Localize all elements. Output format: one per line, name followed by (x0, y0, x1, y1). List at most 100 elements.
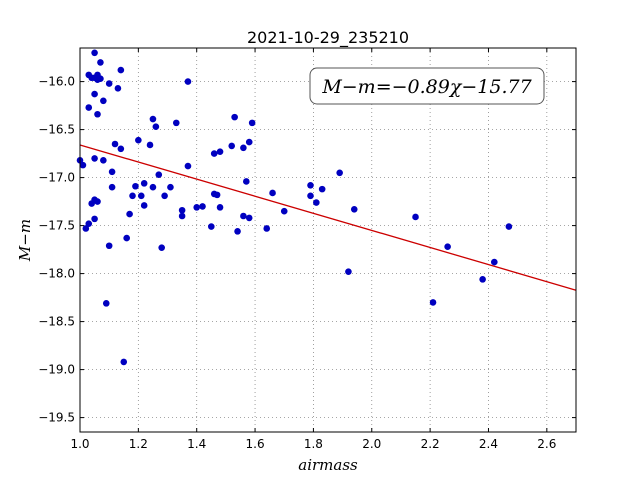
data-point (85, 220, 93, 227)
y-tick-label: −18.5 (38, 315, 75, 329)
data-point (91, 49, 98, 57)
data-point (429, 299, 437, 306)
data-point (94, 110, 101, 118)
data-point (135, 136, 142, 144)
data-point (228, 142, 236, 150)
data-point (345, 268, 352, 275)
data-point (137, 192, 145, 200)
data-point (178, 206, 186, 214)
data-point (100, 97, 107, 105)
grid (79, 48, 576, 432)
data-point (108, 168, 116, 176)
data-point (231, 113, 238, 121)
x-tick-label: 2.6 (537, 437, 556, 451)
equation-box-border (309, 67, 545, 105)
data-point (307, 192, 314, 200)
data-point (491, 258, 498, 266)
data-point (184, 78, 192, 85)
data-point (248, 119, 256, 127)
data-point (280, 207, 288, 215)
data-point (178, 212, 186, 220)
data-point (161, 192, 168, 200)
y-tick-label: −16.0 (38, 75, 75, 89)
x-tick-label: 2.4 (479, 437, 498, 451)
x-tick-label: 1.6 (246, 437, 265, 451)
data-point (210, 150, 218, 157)
data-point (263, 225, 271, 232)
data-point (479, 276, 486, 283)
data-point (132, 182, 139, 190)
data-point (243, 178, 250, 185)
data-point (91, 155, 98, 162)
x-axis-label: airmass (298, 456, 358, 474)
axis-ticks: 1.0 1.2 1.4 1.6 1.8 2.0 2.2 2.4 2.6 −16.0 −16.5 −17… (38, 48, 576, 451)
data-point (123, 234, 130, 242)
data-point (213, 191, 221, 199)
data-point (199, 203, 206, 210)
data-point (207, 223, 215, 230)
data-point (505, 223, 513, 230)
x-tick-label: 1.2 (129, 437, 148, 451)
fit-equation: M−m=−0.89χ−15.77 (321, 76, 532, 98)
data-point (307, 181, 314, 189)
x-tick-label: 1.4 (187, 437, 206, 451)
data-point (184, 162, 192, 170)
data-point (234, 228, 241, 235)
data-point (245, 138, 253, 146)
chart-title: 2021-10-29_235210 (247, 28, 409, 48)
data-point (152, 123, 160, 131)
data-point (245, 214, 253, 222)
data-point (105, 80, 113, 87)
data-point (117, 66, 125, 74)
data-point (140, 180, 148, 187)
data-point (126, 210, 133, 218)
y-tick-label: −19.0 (38, 363, 75, 377)
data-point (105, 242, 113, 250)
data-point (91, 90, 98, 98)
y-tick-label: −18.0 (38, 267, 75, 281)
y-tick-label: −19.5 (38, 411, 75, 425)
data-point (108, 183, 116, 191)
data-point (240, 144, 247, 152)
fit-equation-box: M−m=−0.89χ−15.77 (309, 67, 545, 105)
data-point (111, 140, 119, 148)
data-point (79, 161, 87, 169)
data-point (114, 85, 122, 92)
data-point (240, 212, 247, 220)
data-point (149, 183, 157, 191)
data-point (102, 300, 110, 307)
y-axis-label: M−m (16, 219, 34, 262)
data-point (100, 157, 107, 164)
y-tick-label: −16.5 (38, 123, 75, 137)
y-tick-label: −17.5 (38, 219, 75, 233)
data-point (193, 204, 201, 211)
data-point (146, 141, 154, 149)
x-tick-label: 1.8 (304, 437, 323, 451)
data-point (172, 119, 180, 127)
data-point (85, 104, 93, 111)
data-point (120, 358, 128, 366)
data-point (117, 145, 125, 153)
data-point (412, 213, 419, 221)
data-point (336, 169, 343, 177)
x-tick-label: 2.0 (362, 437, 381, 451)
data-point (350, 205, 358, 213)
fit-line (79, 144, 577, 291)
data-point (313, 199, 320, 206)
data-point (94, 198, 101, 205)
fit-line-group (79, 144, 577, 291)
y-tick-label: −17.0 (38, 171, 75, 185)
data-point (167, 183, 174, 191)
data-point (155, 171, 163, 179)
data-point (97, 75, 104, 83)
plot-frame (79, 47, 577, 433)
data-point (97, 59, 104, 66)
data-point (269, 189, 276, 197)
data-point (82, 225, 90, 232)
data-point (216, 148, 224, 155)
data-point (158, 244, 165, 251)
data-point (149, 115, 157, 123)
data-point (216, 204, 224, 211)
data-point (129, 192, 136, 200)
